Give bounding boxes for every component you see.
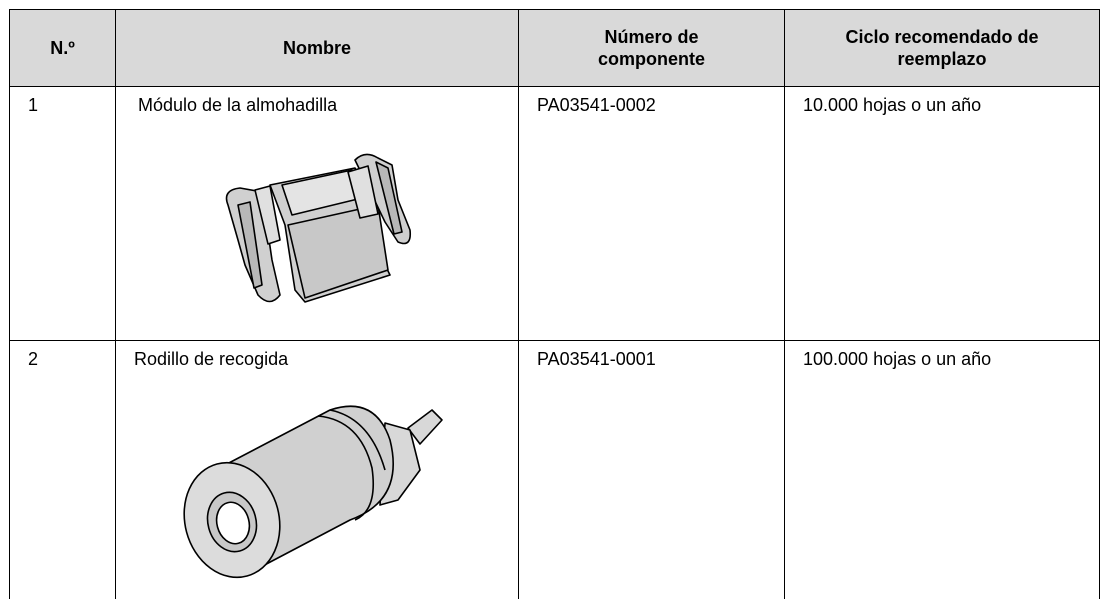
header-cell: Ciclo recomendado de reemplazo [785,10,1099,86]
pad-module-icon [225,153,412,303]
border [9,340,1100,341]
border [1099,9,1100,599]
header-cell: N.º [10,10,115,86]
cell-text: Módulo de la almohadilla [138,95,338,115]
border [9,9,1100,10]
header-text: Nombre [282,38,351,58]
header-text: N.º [50,38,75,58]
cell-text: 100.000 hojas o un año [803,349,992,369]
border [784,9,785,599]
roller-icon [183,405,443,579]
cell-text: 2 [28,349,39,369]
cell-text: PA03541-0001 [537,349,656,369]
header-cell: Número de componente [519,10,784,86]
cell-text: 10.000 hojas o un año [803,95,982,115]
cell-text: PA03541-0002 [537,95,656,115]
border [9,9,10,599]
header-cell: Nombre [116,10,518,86]
cell-text: Rodillo de recogida [134,349,289,369]
header-text: Ciclo recomendado de reemplazo [845,27,1039,69]
header-text: Número de componente [597,27,705,69]
border [9,86,1100,87]
border [518,9,519,599]
border [115,9,116,599]
cell-text: 1 [28,95,39,115]
